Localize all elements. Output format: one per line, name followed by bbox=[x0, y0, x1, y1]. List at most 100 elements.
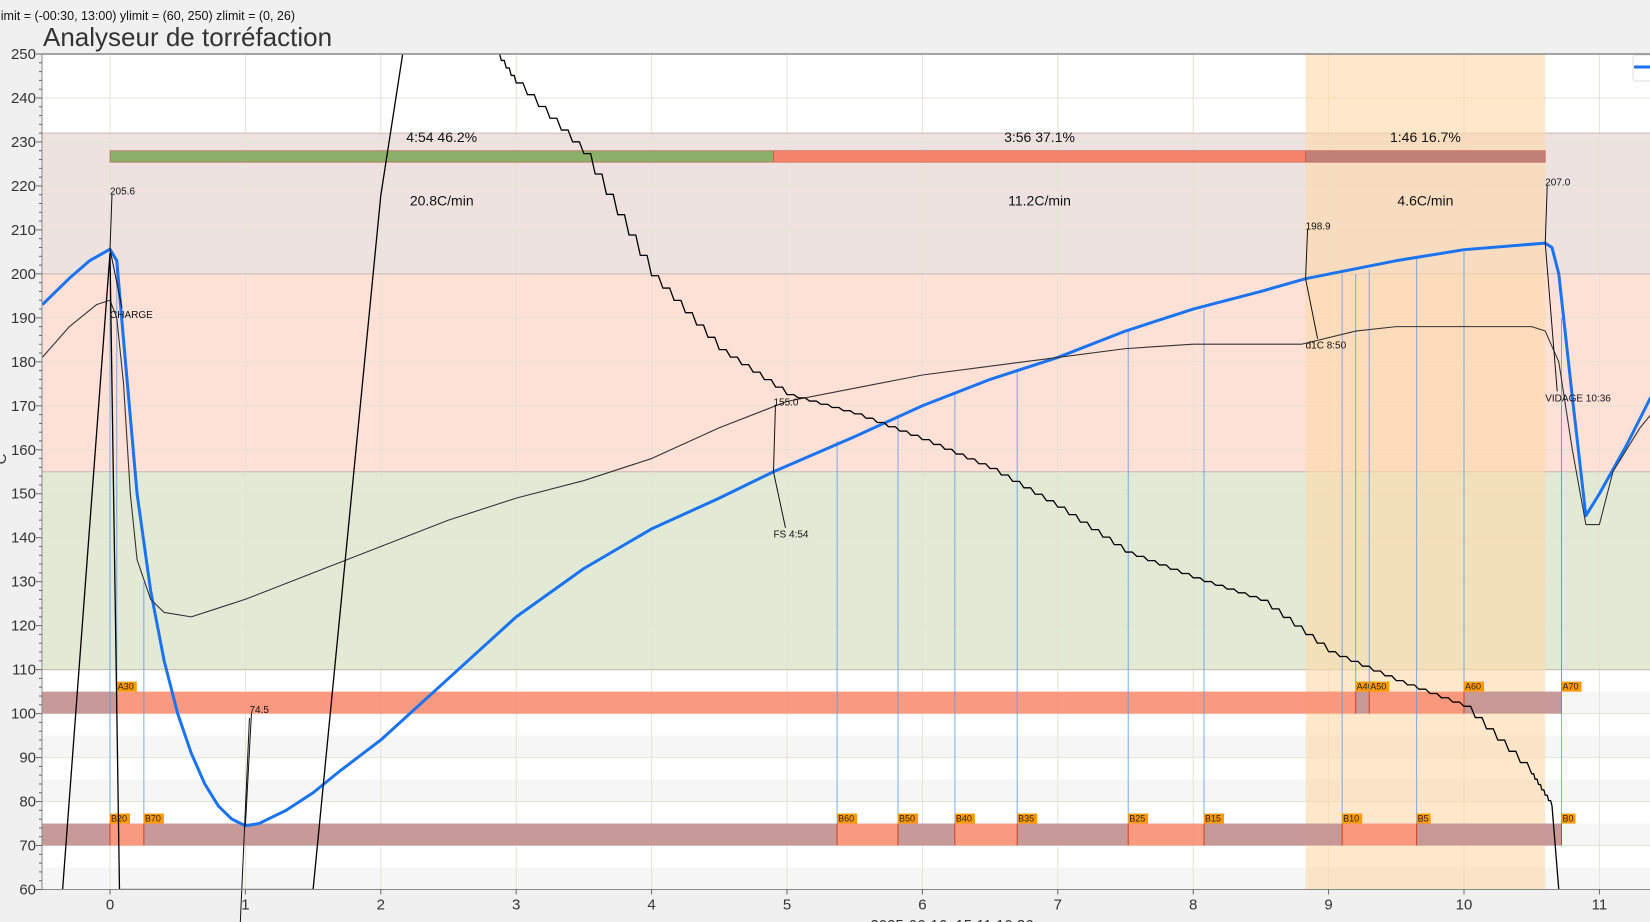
band_a-marker-label: A60 bbox=[1465, 682, 1481, 692]
x-tick-label: 5 bbox=[783, 897, 791, 914]
band_a-segment bbox=[1464, 691, 1562, 714]
phase-bar-2 bbox=[1305, 150, 1546, 163]
y-tick-label: 230 bbox=[11, 134, 36, 151]
band_a-segment bbox=[1355, 691, 1370, 714]
annotation-label: 74.5 bbox=[249, 705, 269, 716]
band_b-marker-label: B60 bbox=[838, 814, 854, 824]
band_b-marker-label-bg bbox=[1017, 813, 1038, 824]
band_b-segment bbox=[110, 823, 144, 846]
annotation-label: FS 4:54 bbox=[773, 530, 808, 541]
phase-label: 4:54 46.2% bbox=[406, 129, 477, 145]
annotation-line bbox=[109, 249, 123, 308]
band_b-marker-label-bg bbox=[1561, 813, 1576, 824]
x-tick-label: 1 bbox=[241, 897, 249, 914]
band_b-marker-label-bg bbox=[143, 813, 164, 824]
y-tick-label: 120 bbox=[11, 618, 36, 635]
x-tick-label: 4 bbox=[647, 897, 655, 914]
x-tick-label: 8 bbox=[1189, 897, 1197, 914]
limits-readout: limit = (-00:30, 13:00) ylimit = (60, 25… bbox=[0, 9, 295, 23]
band_b-segment bbox=[1204, 823, 1343, 846]
band_b-marker-label: B15 bbox=[1205, 814, 1221, 824]
y-tick-label: 70 bbox=[19, 838, 36, 855]
band_a-marker-label-bg bbox=[1464, 681, 1484, 692]
band_a-marker-label-bg bbox=[116, 681, 137, 692]
x-tick-label: 10 bbox=[1456, 897, 1473, 914]
band_b-marker-label-bg bbox=[1342, 813, 1363, 824]
annotation-label: 205.6 bbox=[110, 186, 135, 197]
phase-bar-1 bbox=[773, 150, 1306, 163]
band_a-marker-label: A70 bbox=[1562, 682, 1578, 692]
x-tick-label: 2 bbox=[377, 897, 385, 914]
band_a-segment bbox=[42, 691, 117, 714]
band_a-marker-label-bg bbox=[1561, 681, 1582, 692]
y-tick-label: 110 bbox=[12, 662, 36, 679]
band_b-marker-label: B50 bbox=[899, 814, 915, 824]
band_b-marker-label-bg bbox=[954, 813, 975, 824]
development-highlight bbox=[1305, 54, 1546, 890]
y-axis-label: °C bbox=[0, 453, 10, 470]
band_a-marker-label-bg bbox=[1369, 681, 1390, 692]
phase-bar-0 bbox=[109, 150, 774, 163]
y-tick-label: 240 bbox=[11, 90, 36, 107]
y-tick-label: 160 bbox=[11, 442, 36, 459]
phase-label: 1:46 16.7% bbox=[1390, 129, 1461, 145]
band_b-marker-label: B5 bbox=[1418, 814, 1429, 824]
y-tick-label: 190 bbox=[11, 310, 36, 327]
x-tick-label: 0 bbox=[106, 897, 114, 914]
stripe bbox=[42, 779, 1650, 802]
band_b-segment bbox=[42, 823, 110, 846]
annotation-line bbox=[109, 194, 113, 250]
stripe bbox=[42, 735, 1650, 758]
band_b-segment bbox=[837, 823, 899, 846]
band_b-segment bbox=[1342, 823, 1417, 846]
annotation-line bbox=[1544, 243, 1558, 392]
y-tick-label: 90 bbox=[19, 750, 36, 767]
band_b-segment bbox=[143, 823, 838, 846]
band_b-marker-label-bg bbox=[1416, 813, 1431, 824]
y-tick-label: 220 bbox=[11, 178, 36, 195]
annotation-line bbox=[1305, 229, 1309, 279]
phase-rate: 4.6C/min bbox=[1397, 193, 1453, 209]
x-tick-label: 9 bbox=[1324, 897, 1332, 914]
band_b-marker-label-bg bbox=[837, 813, 858, 824]
annotation-label: CHARGE bbox=[110, 310, 153, 321]
y-tick-label: 100 bbox=[11, 706, 36, 723]
band_b-marker-label: B10 bbox=[1343, 814, 1359, 824]
y-tick-label: 60 bbox=[19, 882, 36, 899]
series-ror-line bbox=[61, 54, 1560, 890]
phase-rate: 11.2C/min bbox=[1008, 193, 1071, 209]
annotation-line bbox=[1544, 185, 1548, 244]
annotation-label: 207.0 bbox=[1545, 178, 1570, 189]
annotation-line-extension bbox=[239, 717, 250, 922]
annotation-line bbox=[244, 713, 252, 826]
band_b-marker-label: B70 bbox=[145, 814, 161, 824]
y-tick-label: 140 bbox=[11, 530, 36, 547]
y-tick-label: 180 bbox=[11, 354, 36, 371]
series-et-line bbox=[42, 299, 1650, 618]
annotation-label: 155.0 bbox=[773, 397, 798, 408]
band_b-marker-label: B40 bbox=[956, 814, 972, 824]
band_b-marker-label-bg bbox=[1128, 813, 1149, 824]
band_b-marker-label: B25 bbox=[1129, 814, 1145, 824]
x-tick-label: 3 bbox=[512, 897, 520, 914]
x-axis-label: 2025-06-16_15:11 10:36 bbox=[870, 917, 1033, 922]
annotation-label: 198.9 bbox=[1306, 221, 1331, 232]
x-tick-label: 7 bbox=[1054, 897, 1062, 914]
band_b-segment bbox=[1128, 823, 1205, 846]
band_b-marker-label-bg bbox=[110, 813, 130, 824]
x-tick-label: 11 bbox=[1592, 897, 1608, 914]
annotation-label: VIDAGE 10:36 bbox=[1545, 393, 1611, 404]
band_b-marker-label: B35 bbox=[1018, 814, 1034, 824]
y-tick-label: 250 bbox=[11, 46, 36, 63]
band_b-segment bbox=[1416, 823, 1562, 846]
y-tick-label: 170 bbox=[11, 398, 36, 415]
band_b-marker-label-bg bbox=[1204, 813, 1225, 824]
annotation-line bbox=[1305, 278, 1319, 339]
y-tick-label: 200 bbox=[11, 266, 36, 283]
y-tick-label: 130 bbox=[11, 574, 36, 591]
x-tick-label: 6 bbox=[918, 897, 926, 914]
band_a-segment bbox=[116, 691, 1356, 714]
annotation-line bbox=[772, 405, 776, 472]
